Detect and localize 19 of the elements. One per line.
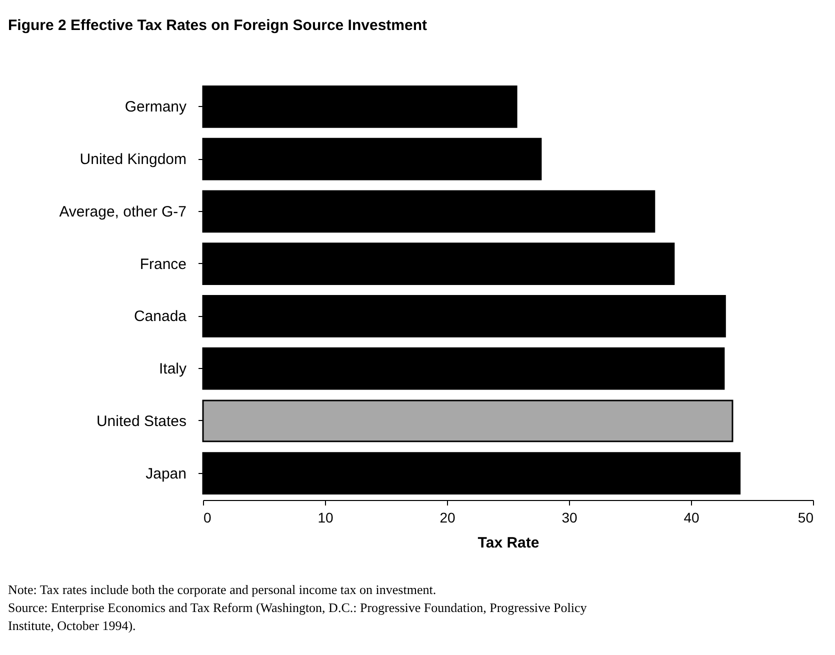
x-tick-label: 30 bbox=[562, 510, 578, 526]
x-tick-label: 10 bbox=[318, 510, 334, 526]
text: Institute, October 1994). bbox=[8, 618, 136, 633]
y-tick-label: France bbox=[140, 256, 186, 273]
y-tick-label: Italy bbox=[158, 360, 187, 378]
x-tick-label: 50 bbox=[798, 510, 814, 526]
x-tick-label: 20 bbox=[440, 510, 456, 526]
x-tick-label: 40 bbox=[684, 510, 700, 526]
y-tick-label: Germany bbox=[124, 98, 187, 116]
text: Note: Tax rates include both the corporate and personal income tax on investment. bbox=[8, 582, 436, 597]
y-tick-label: United Kingdom bbox=[80, 151, 186, 168]
source-note: Source: Enterprise Economics and Tax Reform (Washington, D.C.: Progressive Foundation, Progressive Policy bbox=[8, 600, 588, 615]
y-tick-label: Japan bbox=[146, 465, 186, 482]
x-axis-title: Tax Rate bbox=[478, 534, 540, 552]
y-tick-label: Canada bbox=[134, 308, 188, 326]
chart-title: Figure 2 Effective Tax Rates on Foreign Source Investment bbox=[8, 17, 427, 34]
y-tick-label: Average, other G-7 bbox=[59, 203, 186, 220]
x-tick-label: 0 bbox=[204, 510, 212, 526]
y-tick-label: United States bbox=[96, 412, 186, 430]
